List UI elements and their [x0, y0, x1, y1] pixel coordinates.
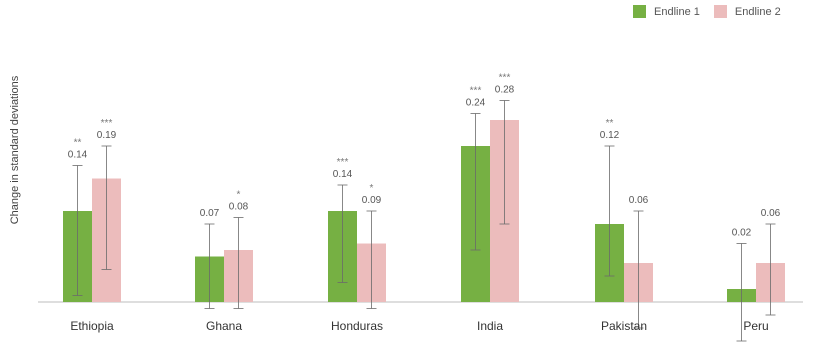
category-label-peru: Peru — [743, 319, 768, 333]
significance-stars-endline-2-ghana: * — [237, 190, 241, 201]
y-axis-label: Change in standard deviations — [9, 75, 21, 225]
value-label-endline-2-ghana: 0.08 — [229, 202, 249, 213]
significance-stars-endline-1-india: *** — [470, 86, 482, 97]
value-label-endline-1-india: 0.24 — [466, 98, 486, 109]
category-label-pakistan: Pakistan — [601, 319, 647, 333]
value-label-endline-2-ethiopia: 0.19 — [97, 130, 117, 141]
value-label-endline-1-pakistan: 0.12 — [600, 130, 620, 141]
significance-stars-endline-2-india: *** — [499, 73, 511, 84]
legend-swatch-endline-2 — [713, 5, 727, 18]
value-label-endline-1-ghana: 0.07 — [200, 208, 220, 219]
legend-item-endline-2: Endline 2 — [713, 5, 781, 18]
significance-stars-endline-2-honduras: * — [370, 183, 374, 194]
legend-label-endline-1: Endline 1 — [654, 5, 700, 18]
value-label-endline-2-peru: 0.06 — [761, 208, 781, 219]
legend: Endline 1 Endline 2 — [633, 5, 781, 18]
significance-stars-endline-1-honduras: *** — [337, 157, 349, 168]
value-label-endline-1-ethiopia: 0.14 — [68, 150, 88, 161]
category-label-india: India — [477, 319, 503, 333]
category-label-ghana: Ghana — [206, 319, 242, 333]
value-label-endline-2-india: 0.28 — [495, 85, 515, 96]
value-label-endline-1-peru: 0.02 — [732, 228, 752, 239]
significance-stars-endline-2-ethiopia: *** — [101, 118, 113, 129]
category-label-ethiopia: Ethiopia — [70, 319, 114, 333]
value-label-endline-1-honduras: 0.14 — [333, 169, 353, 180]
value-label-endline-2-pakistan: 0.06 — [629, 195, 649, 206]
legend-item-endline-1: Endline 1 — [633, 5, 700, 18]
value-label-endline-2-honduras: 0.09 — [362, 195, 382, 206]
significance-stars-endline-1-ethiopia: ** — [74, 138, 82, 149]
significance-stars-endline-1-pakistan: ** — [606, 118, 614, 129]
legend-swatch-endline-1 — [633, 5, 646, 18]
category-label-honduras: Honduras — [331, 319, 383, 333]
legend-label-endline-2: Endline 2 — [734, 5, 781, 18]
